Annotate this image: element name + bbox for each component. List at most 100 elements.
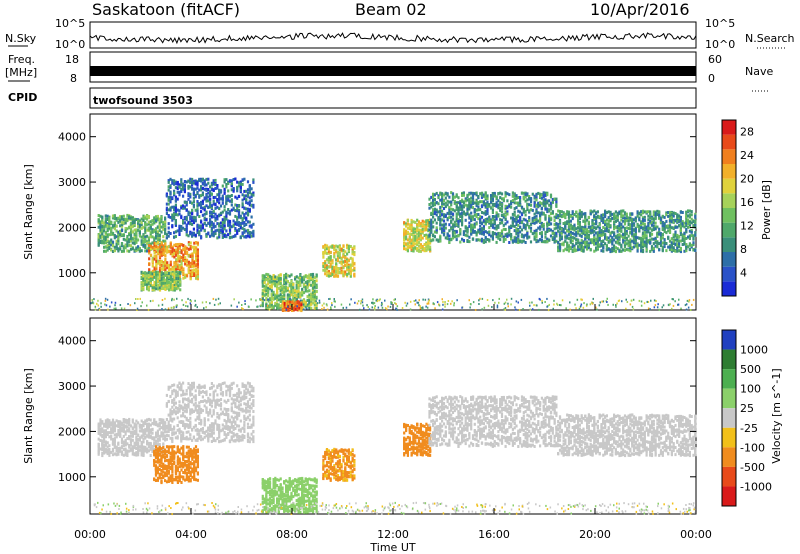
echo-cell [410,244,413,248]
echo-cell [580,229,583,233]
echo-cell [294,307,297,311]
echo-cell [151,274,154,278]
echo-cell [513,237,516,241]
echo-cell [558,227,562,231]
echo-cell [571,225,574,229]
echo-cell [325,273,329,277]
echo-cell [347,248,350,252]
echo-cell [432,225,435,229]
echo-cell [442,225,446,229]
echo-cell [270,275,273,279]
echo-cell [174,195,177,199]
echo-cell [156,214,159,218]
echo-cell [295,290,298,294]
echo-cell [210,183,213,187]
echo-cell [353,251,356,255]
echo-cell [195,246,198,250]
echo-cell [488,226,491,230]
echo-cell [428,228,431,232]
echo-cell [517,234,520,238]
echo-cell [324,245,327,249]
echo-cell [405,224,408,228]
echo-cell [327,247,330,251]
echo-cell [315,279,318,283]
echo-cell [122,245,125,249]
echo-cell [146,274,149,278]
echo-cell [567,222,571,226]
echo-cell [569,233,572,237]
echo-cell [338,255,341,259]
echo-cell [502,215,505,219]
echo-cell [191,259,194,263]
echo-cell [333,274,336,278]
echo-cell [344,250,347,254]
echo-cell [575,227,578,231]
echo-cell [577,222,580,225]
echo-cell [429,241,432,245]
nsearch-ybottom: 10^0 [705,38,735,51]
echo-cell [604,220,607,224]
echo-cell [607,247,610,251]
echo-cell [406,249,409,253]
echo-cell [223,178,226,182]
echo-cell [439,227,442,231]
echo-cell [209,220,212,224]
echo-cell [515,196,518,200]
echo-cell [153,242,156,246]
echo-cell [103,237,106,241]
echo-cell [290,290,293,293]
echo-cell [289,300,292,304]
echo-cell [210,188,213,192]
echo-cell [162,287,165,290]
echo-cell [433,212,436,215]
echo-cell [175,259,178,263]
echo-cell [187,234,190,238]
echo-cell [529,222,533,226]
echo-cell [140,217,143,221]
echo-cell [564,235,567,239]
echo-cell [155,287,158,291]
echo-cell [524,195,527,199]
echo-cell [310,273,313,277]
echo-cell [117,247,120,251]
echo-cell [180,206,183,210]
echo-cell [167,195,170,199]
echo-cell [210,223,213,227]
echo-cell [124,238,127,242]
echo-cell [609,238,612,242]
echo-cell [495,197,498,201]
echo-cell [587,225,590,229]
echo-cell [600,229,603,232]
echo-cell [241,211,244,215]
echo-cell [425,245,428,249]
echo-cell [437,216,440,219]
echo-cell [234,203,237,207]
echo-cell [151,272,154,276]
echo-cell [595,231,598,235]
echo-cell [169,184,172,188]
echo-cell [539,220,542,223]
echo-cell [598,223,601,227]
echo-cell [573,232,576,236]
echo-cell [160,264,163,268]
echo-cell [457,209,460,212]
echo-cell [613,249,616,252]
echo-cell [173,277,176,281]
echo-cell [308,293,311,297]
echo-cell [308,296,311,300]
echo-cell [129,221,133,225]
echo-cell [416,232,419,236]
echo-cell [596,244,599,248]
echo-cell [569,219,572,223]
echo-cell [410,233,413,236]
echo-cell [173,248,176,252]
echo-cell [511,220,514,224]
echo-cell [176,254,180,258]
echo-cell [230,179,233,183]
echo-cell [180,249,183,253]
echo-cell [283,287,286,291]
echo-cell [412,238,415,241]
echo-cell [515,229,518,233]
echo-cell [313,276,316,280]
echo-cell [142,243,145,247]
